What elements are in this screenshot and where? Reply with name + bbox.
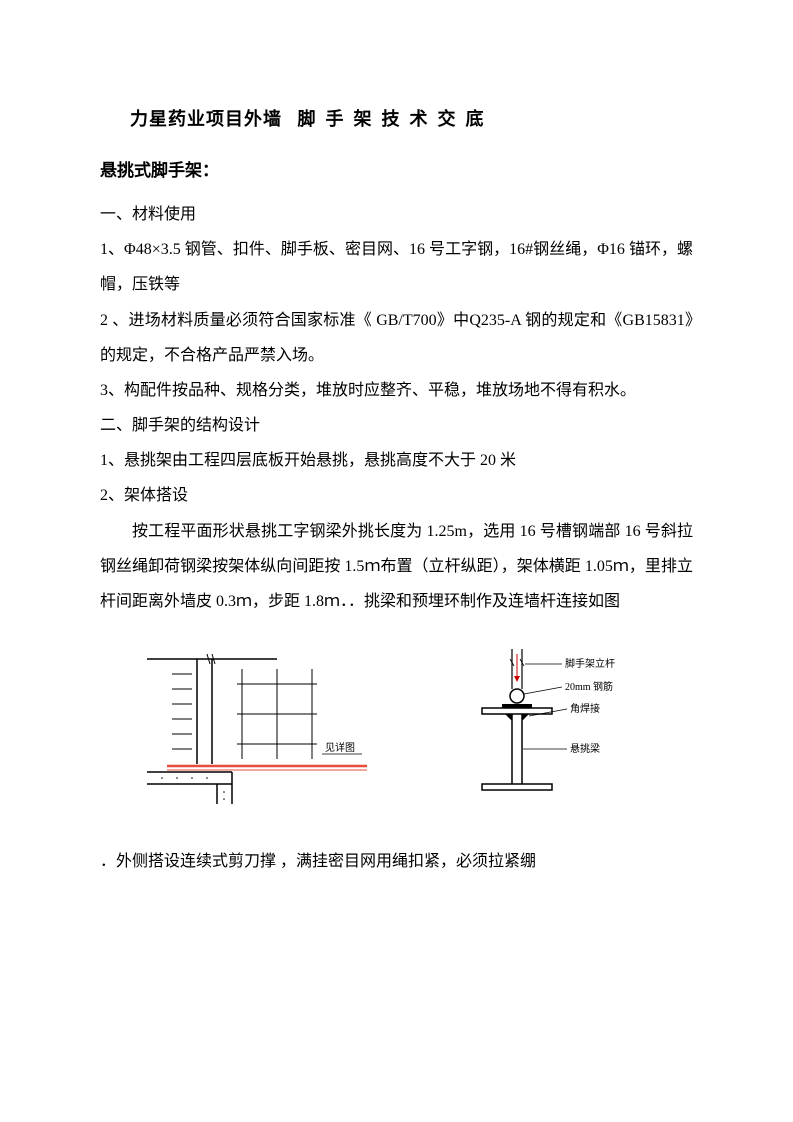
section2-item2: 2、架体搭设 (100, 478, 693, 513)
section2-heading: 二、脚手架的结构设计 (100, 408, 693, 443)
section2-item1: 1、悬挑架由工程四层底板开始悬挑，悬挑高度不大于 20 米 (100, 443, 693, 478)
title-part2: 脚手架技术交底 (298, 109, 494, 129)
last-line: ．外侧搭设连续式剪刀撑 ，满挂密目网用绳扣紧，必须拉紧绷 (100, 844, 693, 879)
section1-item1: 1、Φ48×3.5 钢管、扣件、脚手板、密目网、16 号工字钢，16#钢丝绳，Φ… (100, 232, 693, 302)
section1-item2: 2 、进场材料质量必须符合国家标准《 GB/T700》中Q235-A 钢的规定和… (100, 303, 693, 373)
left-diagram: 见详图 (137, 644, 397, 814)
detail-label: 见详图 (325, 741, 355, 754)
right-diagram: 脚手架立杆 20mm 钢筋 角焊接 悬挑梁 (457, 644, 657, 814)
diagram-container: 见详图 脚手架立杆 20mm 钢筋 (100, 644, 693, 814)
document-subtitle: 悬挑式脚手架： (100, 152, 693, 189)
document-title: 力星药业项目外墙 脚手架技术交底 (100, 100, 693, 140)
section1-heading: 一、材料使用 (100, 197, 693, 232)
section1-item3: 3、构配件按品种、规格分类，堆放时应整齐、平稳，堆放场地不得有积水。 (100, 373, 693, 408)
label-rebar: 20mm 钢筋 (565, 680, 613, 693)
label-weld: 角焊接 (570, 702, 600, 715)
label-beam: 悬挑梁 (570, 742, 600, 755)
label-pole: 脚手架立杆 (565, 657, 615, 670)
title-part1: 力星药业项目外墙 (130, 109, 282, 129)
section2-para1: 按工程平面形状悬挑工字钢梁外挑长度为 1.25m，选用 16 号槽钢端部 16 … (100, 514, 693, 620)
